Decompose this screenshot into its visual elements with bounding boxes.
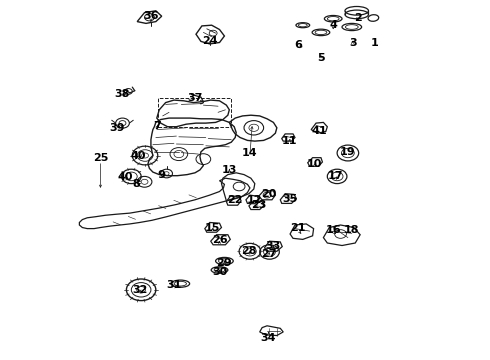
Text: 24: 24 — [202, 36, 218, 46]
Text: 8: 8 — [132, 179, 140, 189]
Text: 20: 20 — [261, 189, 276, 199]
Text: 39: 39 — [109, 123, 124, 133]
Text: 38: 38 — [114, 89, 129, 99]
Text: 13: 13 — [221, 165, 237, 175]
Text: 18: 18 — [344, 225, 360, 235]
Text: 41: 41 — [312, 126, 327, 136]
Text: 19: 19 — [340, 147, 356, 157]
Text: 11: 11 — [281, 136, 297, 146]
Text: 2: 2 — [354, 13, 362, 23]
Text: 21: 21 — [290, 222, 306, 233]
Text: 34: 34 — [261, 333, 276, 343]
Text: 40: 40 — [117, 172, 133, 182]
Text: 37: 37 — [187, 93, 203, 103]
Text: 14: 14 — [242, 148, 258, 158]
Text: 36: 36 — [143, 11, 159, 21]
Text: 7: 7 — [153, 121, 161, 131]
Text: 22: 22 — [227, 195, 243, 205]
Text: 27: 27 — [261, 249, 276, 259]
Text: 25: 25 — [93, 153, 108, 163]
Text: 35: 35 — [282, 194, 298, 204]
Text: 10: 10 — [307, 159, 322, 169]
Text: 16: 16 — [325, 225, 341, 235]
Text: 4: 4 — [329, 20, 337, 30]
Text: 3: 3 — [349, 38, 357, 48]
Text: 12: 12 — [247, 195, 263, 205]
Text: 40: 40 — [130, 150, 146, 161]
Text: 1: 1 — [371, 38, 379, 48]
Text: 15: 15 — [205, 222, 220, 233]
Text: 30: 30 — [212, 267, 227, 277]
Text: 33: 33 — [266, 240, 281, 251]
Text: 31: 31 — [166, 280, 182, 290]
Text: 29: 29 — [217, 258, 232, 268]
Text: 32: 32 — [132, 285, 147, 295]
Text: 26: 26 — [212, 235, 227, 246]
Text: 23: 23 — [251, 200, 267, 210]
Text: 28: 28 — [241, 246, 257, 256]
Text: 6: 6 — [294, 40, 302, 50]
Text: 5: 5 — [317, 53, 325, 63]
Text: 9: 9 — [158, 170, 166, 180]
Bar — [158, 98, 231, 127]
Text: 17: 17 — [328, 171, 343, 181]
